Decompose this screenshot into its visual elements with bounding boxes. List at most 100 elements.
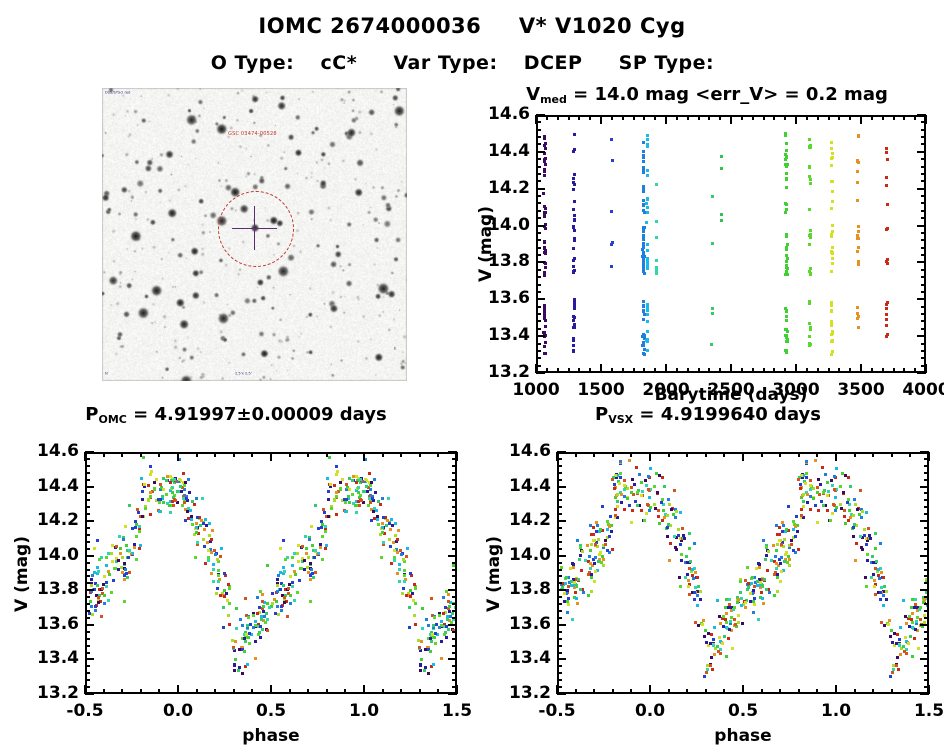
data-point: [785, 272, 789, 276]
y-axis-minor-tick: [924, 568, 929, 571]
data-point: [879, 585, 883, 589]
data-point: [92, 587, 96, 591]
data-point: [210, 537, 213, 541]
data-point: [809, 488, 813, 492]
data-point: [128, 504, 132, 507]
data-point: [262, 605, 266, 609]
data-point: [443, 610, 447, 614]
data-point: [143, 482, 147, 486]
data-point: [773, 594, 777, 598]
data-point: [613, 508, 617, 512]
data-point: [616, 480, 620, 483]
data-point: [808, 341, 812, 345]
data-point: [642, 352, 646, 356]
data-point: [918, 618, 922, 622]
data-point: [232, 646, 235, 650]
y-axis-tick-label: 13.6: [509, 613, 551, 634]
data-point: [256, 622, 260, 626]
data-point: [860, 507, 864, 511]
data-point: [637, 472, 641, 476]
data-point: [213, 553, 217, 557]
data-point: [296, 559, 300, 563]
data-point: [674, 510, 678, 514]
data-point: [292, 552, 296, 556]
data-point: [123, 577, 127, 581]
data-point: [642, 185, 646, 189]
data-point: [808, 507, 812, 511]
data-point: [150, 470, 154, 474]
x-axis-minor-tick: [102, 452, 105, 457]
data-point: [321, 557, 325, 561]
y-axis-minor-tick: [924, 471, 929, 474]
data-point: [616, 505, 619, 508]
data-point: [860, 510, 864, 514]
data-point: [567, 597, 571, 601]
y-axis-tick: [557, 658, 566, 661]
data-point: [881, 604, 885, 608]
data-point: [318, 542, 322, 546]
data-point: [543, 147, 547, 150]
data-point: [253, 619, 257, 623]
data-point: [542, 251, 546, 255]
data-point: [909, 634, 912, 638]
data-point: [922, 620, 926, 624]
data-point: [201, 496, 205, 500]
data-point: [336, 470, 340, 474]
data-point: [881, 589, 885, 593]
data-point: [566, 599, 570, 603]
data-point: [160, 494, 164, 498]
data-point: [429, 596, 433, 600]
data-point: [388, 545, 392, 549]
data-point: [354, 474, 358, 478]
data-point: [784, 157, 788, 161]
x-axis-minor-tick: [773, 368, 776, 373]
data-point: [784, 348, 788, 352]
data-point: [658, 521, 662, 525]
data-point: [909, 618, 913, 622]
x-axis-minor-tick: [675, 368, 678, 373]
data-point: [654, 506, 657, 510]
data-point: [838, 502, 842, 506]
data-point: [762, 579, 766, 583]
y-axis-minor-tick: [921, 180, 926, 183]
data-point: [216, 579, 220, 583]
y-axis-minor-tick: [452, 596, 457, 599]
data-point: [770, 558, 774, 562]
data-point: [808, 299, 812, 303]
data-point: [180, 490, 183, 494]
data-point: [760, 578, 764, 582]
x-axis-minor-tick: [760, 452, 763, 457]
data-point: [796, 548, 800, 552]
data-point: [413, 623, 417, 627]
data-point: [784, 141, 788, 145]
data-point: [572, 236, 576, 240]
data-point: [896, 633, 900, 636]
data-point: [571, 181, 575, 185]
data-point: [646, 475, 650, 479]
data-point: [542, 225, 546, 229]
pomc-symbol: P: [85, 404, 99, 425]
data-point: [766, 569, 770, 573]
data-point: [89, 590, 93, 594]
data-point: [882, 594, 886, 598]
data-point: [918, 606, 922, 610]
data-point: [190, 517, 194, 521]
x-axis-minor-tick: [418, 689, 421, 694]
data-point: [711, 195, 715, 199]
x-axis-tick: [649, 452, 651, 461]
y-axis-minor-tick: [557, 471, 562, 474]
data-point: [572, 199, 576, 203]
data-point: [878, 597, 882, 601]
data-point: [674, 535, 678, 539]
data-point: [429, 665, 433, 669]
data-point: [542, 205, 546, 208]
data-point: [874, 547, 878, 551]
data-point: [591, 539, 595, 543]
data-point: [913, 598, 917, 602]
data-point: [261, 627, 265, 631]
data-point: [665, 535, 669, 538]
data-point: [635, 490, 639, 494]
data-point: [783, 553, 787, 557]
data-point: [257, 630, 261, 634]
data-point: [641, 227, 645, 231]
